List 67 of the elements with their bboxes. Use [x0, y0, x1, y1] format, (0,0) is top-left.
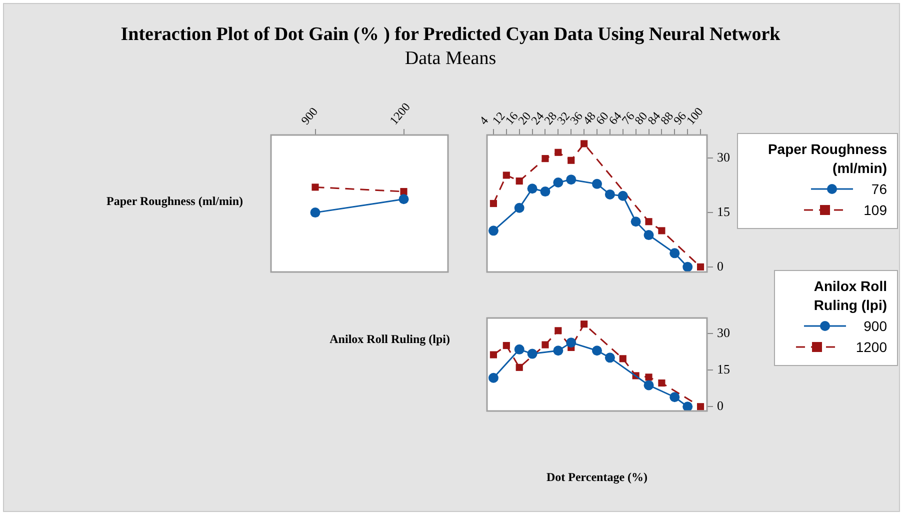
point	[645, 374, 652, 381]
point	[658, 379, 666, 387]
x-axis-title: Dot Percentage (%)	[545, 470, 649, 485]
point	[490, 351, 498, 358]
point	[630, 216, 641, 227]
point	[670, 248, 680, 258]
point	[514, 202, 524, 213]
point	[592, 346, 602, 356]
point	[488, 372, 498, 383]
point	[566, 174, 576, 185]
point	[542, 341, 549, 348]
point	[580, 320, 588, 328]
point	[554, 327, 562, 334]
point	[568, 156, 575, 164]
point	[592, 178, 602, 189]
point	[645, 218, 652, 226]
point	[312, 184, 319, 191]
point	[553, 346, 564, 356]
point	[696, 263, 704, 270]
point	[604, 352, 615, 363]
y-tick-label: 0	[717, 258, 724, 274]
point	[398, 194, 409, 204]
point	[400, 188, 408, 196]
y-tick-label: 15	[717, 204, 730, 219]
point	[516, 177, 523, 185]
point	[670, 392, 680, 402]
x-tick-label: 12	[489, 109, 508, 128]
point	[658, 227, 666, 234]
point	[516, 364, 523, 371]
point	[696, 403, 704, 410]
point	[542, 155, 549, 162]
chart-title: Interaction Plot of Dot Gain (% ) for Predicted Cyan Data Using Neural Network	[120, 24, 782, 46]
point	[502, 172, 510, 179]
point	[514, 344, 524, 354]
legend-label: 109	[864, 202, 887, 218]
y-tick-label: 15	[717, 362, 730, 377]
legend-title: Paper Roughness (ml/min)	[766, 140, 887, 178]
point	[310, 208, 320, 218]
legend-title: Anilox Roll Ruling (lpi)	[812, 277, 887, 315]
y-tick-label: 30	[717, 150, 730, 165]
legend-label: 76	[871, 180, 887, 196]
point	[566, 338, 576, 348]
point	[527, 184, 538, 194]
x-tick-label: 900	[298, 104, 321, 128]
y-axis-title: Anilox Roll Ruling (lpi)	[328, 332, 450, 347]
point	[644, 230, 654, 240]
point	[554, 148, 562, 156]
point	[490, 200, 498, 208]
point	[682, 262, 693, 272]
point	[553, 177, 564, 188]
legend-label: 1200	[856, 338, 887, 354]
point	[644, 380, 654, 390]
point	[488, 226, 498, 236]
legend-label: 900	[864, 318, 887, 334]
x-tick-label: 4	[476, 114, 492, 128]
y-axis-title: Paper Roughness (ml/min)	[106, 194, 243, 209]
chart-subtitle: Data Means	[404, 48, 498, 70]
y-tick-label: 30	[717, 325, 730, 340]
y-tick-label: 0	[717, 398, 724, 414]
point	[604, 189, 615, 200]
point	[580, 140, 588, 148]
point	[682, 402, 693, 411]
point	[618, 190, 628, 201]
point	[540, 186, 550, 197]
point	[619, 355, 626, 362]
point	[527, 348, 538, 359]
point	[502, 342, 510, 350]
